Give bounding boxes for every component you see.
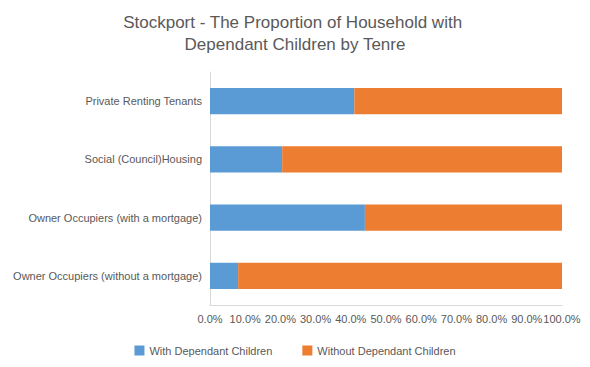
svg-text:50.0%: 50.0% bbox=[370, 313, 401, 325]
svg-text:60.0%: 60.0% bbox=[406, 313, 437, 325]
svg-text:80.0%: 80.0% bbox=[476, 313, 507, 325]
svg-text:Owner Occupiers (with a mortga: Owner Occupiers (with a mortgage) bbox=[28, 212, 202, 224]
svg-text:70.0%: 70.0% bbox=[441, 313, 472, 325]
svg-text:Stockport - The Proportion of: Stockport - The Proportion of Household … bbox=[123, 13, 467, 32]
svg-text:100.0%: 100.0% bbox=[543, 313, 581, 325]
svg-text:Owner Occupiers (without a mor: Owner Occupiers (without a mortgage) bbox=[13, 270, 202, 282]
svg-text:0.0%: 0.0% bbox=[197, 313, 222, 325]
svg-text:With Dependant Children: With Dependant Children bbox=[149, 345, 272, 357]
svg-text:10.0%: 10.0% bbox=[230, 313, 261, 325]
svg-text:Social (Council)Housing: Social (Council)Housing bbox=[85, 153, 202, 165]
svg-text:Dependant Children by Tenre: Dependant Children by Tenre bbox=[185, 35, 406, 54]
svg-text:30.0%: 30.0% bbox=[300, 313, 331, 325]
svg-text:20.0%: 20.0% bbox=[265, 313, 296, 325]
svg-text:90.0%: 90.0% bbox=[511, 313, 542, 325]
svg-text:Private Renting Tenants: Private Renting Tenants bbox=[85, 95, 202, 107]
svg-text:Without Dependant Children: Without Dependant Children bbox=[317, 345, 455, 357]
svg-text:40.0%: 40.0% bbox=[335, 313, 366, 325]
